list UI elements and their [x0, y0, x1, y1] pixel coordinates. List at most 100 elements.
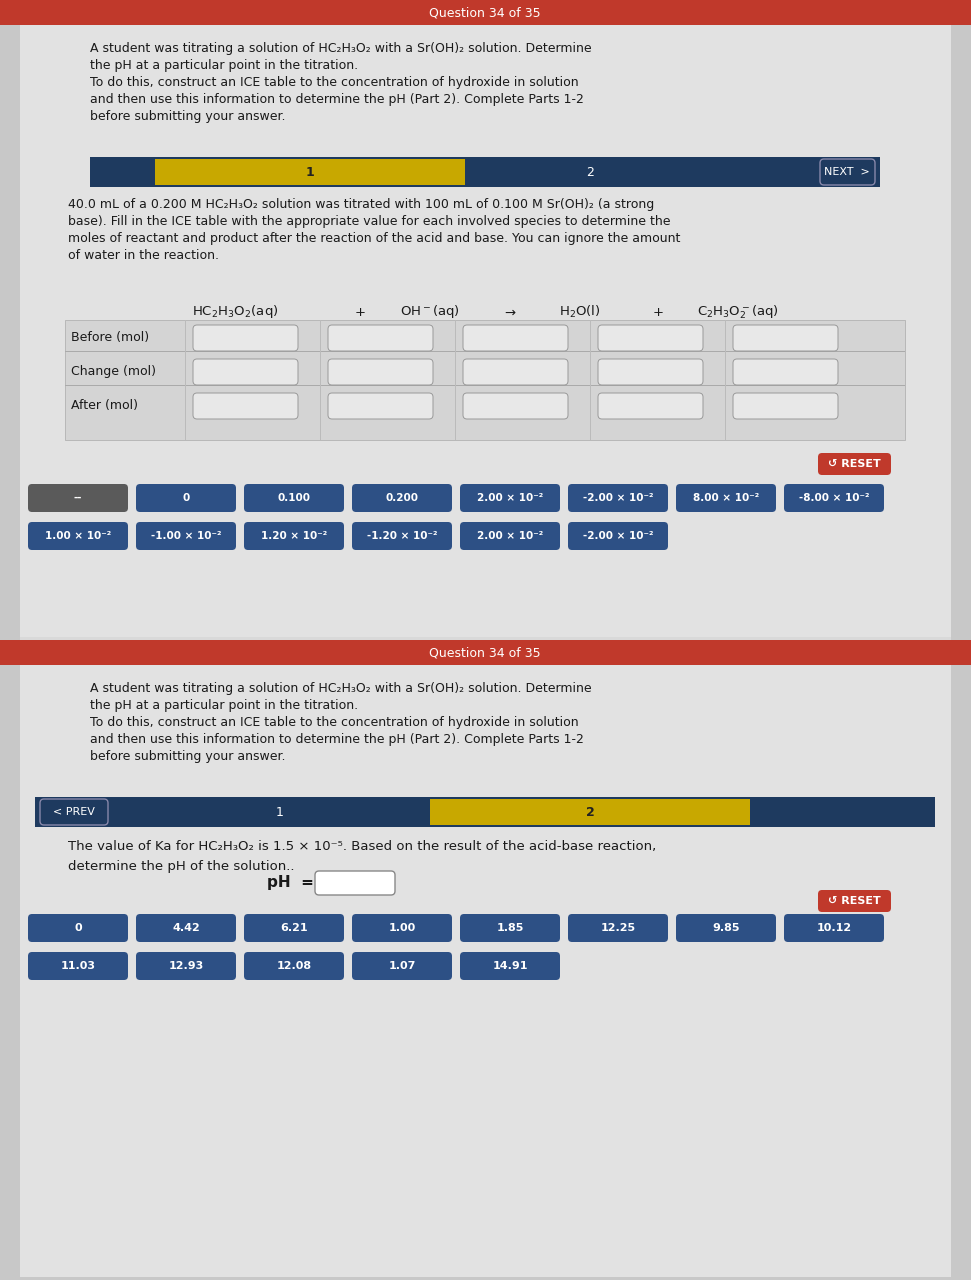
FancyBboxPatch shape [733, 393, 838, 419]
FancyBboxPatch shape [28, 522, 128, 550]
Text: 9.85: 9.85 [713, 923, 740, 933]
Bar [155, 159, 465, 186]
Text: 0.100: 0.100 [278, 493, 311, 503]
FancyBboxPatch shape [598, 358, 703, 385]
FancyBboxPatch shape [784, 484, 884, 512]
Bar [65, 320, 905, 440]
FancyBboxPatch shape [352, 914, 452, 942]
Text: $\rightarrow$: $\rightarrow$ [502, 306, 518, 319]
Text: After (mol): After (mol) [71, 399, 138, 412]
Text: 2: 2 [586, 805, 594, 818]
Text: OH$^-$(aq): OH$^-$(aq) [400, 303, 460, 320]
FancyBboxPatch shape [244, 914, 344, 942]
Text: 2.00 × 10⁻²: 2.00 × 10⁻² [477, 493, 543, 503]
Text: 6.21: 6.21 [281, 923, 308, 933]
FancyBboxPatch shape [28, 914, 128, 942]
Text: 1.07: 1.07 [388, 961, 416, 972]
FancyBboxPatch shape [568, 484, 668, 512]
FancyBboxPatch shape [463, 358, 568, 385]
Bar [185, 320, 186, 440]
Text: 1.00 × 10⁻²: 1.00 × 10⁻² [45, 531, 111, 541]
FancyBboxPatch shape [733, 325, 838, 351]
FancyBboxPatch shape [460, 952, 560, 980]
Bar [20, 15, 951, 640]
Bar [20, 645, 951, 1277]
FancyBboxPatch shape [244, 484, 344, 512]
Text: +: + [354, 306, 365, 319]
Bar [0, 640, 971, 666]
FancyBboxPatch shape [568, 914, 668, 942]
FancyBboxPatch shape [676, 914, 776, 942]
Text: 12.08: 12.08 [277, 961, 312, 972]
FancyBboxPatch shape [676, 484, 776, 512]
Text: before submitting your answer.: before submitting your answer. [90, 110, 285, 123]
Text: ↺ RESET: ↺ RESET [827, 460, 881, 468]
Text: To do this, construct an ICE table to the concentration of hydroxide in solution: To do this, construct an ICE table to th… [90, 716, 579, 730]
Bar [0, 0, 971, 640]
Text: 1.85: 1.85 [496, 923, 523, 933]
Text: NEXT  >: NEXT > [824, 166, 870, 177]
FancyBboxPatch shape [244, 952, 344, 980]
FancyBboxPatch shape [784, 914, 884, 942]
Bar [455, 320, 456, 440]
FancyBboxPatch shape [463, 393, 568, 419]
FancyBboxPatch shape [733, 358, 838, 385]
FancyBboxPatch shape [460, 914, 560, 942]
Text: ↺ RESET: ↺ RESET [827, 896, 881, 906]
FancyBboxPatch shape [193, 325, 298, 351]
Text: 0: 0 [183, 493, 189, 503]
Bar [35, 797, 935, 827]
FancyBboxPatch shape [820, 159, 875, 186]
Bar [320, 320, 321, 440]
Text: Change (mol): Change (mol) [71, 366, 156, 379]
Text: To do this, construct an ICE table to the concentration of hydroxide in solution: To do this, construct an ICE table to th… [90, 76, 579, 90]
FancyBboxPatch shape [315, 870, 395, 895]
FancyBboxPatch shape [463, 325, 568, 351]
Text: 12.93: 12.93 [168, 961, 204, 972]
Text: 11.03: 11.03 [60, 961, 95, 972]
FancyBboxPatch shape [136, 484, 236, 512]
FancyBboxPatch shape [460, 522, 560, 550]
Text: 12.25: 12.25 [600, 923, 636, 933]
Text: 2: 2 [586, 165, 594, 178]
Text: Question 34 of 35: Question 34 of 35 [429, 6, 541, 19]
FancyBboxPatch shape [136, 952, 236, 980]
Text: moles of reactant and product after the reaction of the acid and base. You can i: moles of reactant and product after the … [68, 232, 681, 244]
Text: 1: 1 [306, 165, 315, 178]
FancyBboxPatch shape [352, 484, 452, 512]
Text: The value of Ka for HC₂H₃O₂ is 1.5 × 10⁻⁵. Based on the result of the acid-base : The value of Ka for HC₂H₃O₂ is 1.5 × 10⁻… [68, 840, 656, 852]
FancyBboxPatch shape [136, 914, 236, 942]
Bar [90, 157, 880, 187]
Text: 10.12: 10.12 [817, 923, 852, 933]
Bar [0, 643, 971, 1280]
Text: -1.20 × 10⁻²: -1.20 × 10⁻² [367, 531, 437, 541]
FancyBboxPatch shape [460, 484, 560, 512]
Text: Question 34 of 35: Question 34 of 35 [429, 646, 541, 659]
FancyBboxPatch shape [328, 325, 433, 351]
FancyBboxPatch shape [328, 393, 433, 419]
FancyBboxPatch shape [598, 325, 703, 351]
FancyBboxPatch shape [568, 522, 668, 550]
Text: HC$_2$H$_3$O$_2$(aq): HC$_2$H$_3$O$_2$(aq) [192, 303, 279, 320]
FancyBboxPatch shape [598, 393, 703, 419]
Text: 2.00 × 10⁻²: 2.00 × 10⁻² [477, 531, 543, 541]
Text: of water in the reaction.: of water in the reaction. [68, 250, 219, 262]
Bar [430, 799, 750, 826]
Text: 1.20 × 10⁻²: 1.20 × 10⁻² [261, 531, 327, 541]
Text: --: -- [74, 493, 83, 503]
Text: +: + [653, 306, 663, 319]
Text: 14.91: 14.91 [492, 961, 528, 972]
FancyBboxPatch shape [136, 522, 236, 550]
Text: C$_2$H$_3$O$_2^-$(aq): C$_2$H$_3$O$_2^-$(aq) [697, 303, 779, 321]
Text: A student was titrating a solution of HC₂H₃O₂ with a Sr(OH)₂ solution. Determine: A student was titrating a solution of HC… [90, 682, 591, 695]
Text: and then use this information to determine the pH (Part 2). Complete Parts 1-2: and then use this information to determi… [90, 93, 584, 106]
FancyBboxPatch shape [352, 522, 452, 550]
Bar [725, 320, 726, 440]
Bar [0, 0, 971, 26]
Text: 1.00: 1.00 [388, 923, 416, 933]
Text: the pH at a particular point in the titration.: the pH at a particular point in the titr… [90, 59, 358, 72]
Bar [20, 15, 951, 640]
Text: -2.00 × 10⁻²: -2.00 × 10⁻² [583, 531, 653, 541]
Text: determine the pH of the solution..: determine the pH of the solution.. [68, 860, 294, 873]
Text: -8.00 × 10⁻²: -8.00 × 10⁻² [799, 493, 869, 503]
